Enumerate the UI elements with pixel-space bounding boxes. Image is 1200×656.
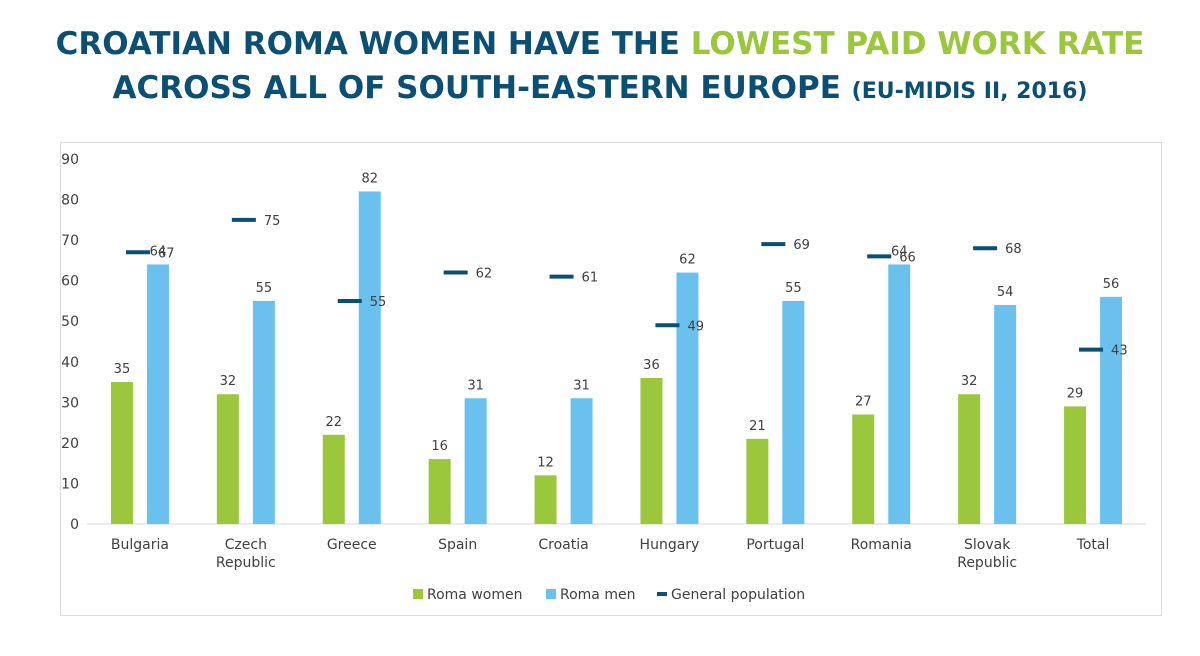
- data-label-roma-women: 35: [114, 362, 131, 377]
- bar-roma-men: [570, 398, 593, 524]
- data-label-roma-men: 64: [891, 244, 908, 259]
- bar-roma-men: [146, 264, 169, 524]
- x-category-label: Portugal: [746, 537, 804, 553]
- data-label-roma-men: 62: [679, 253, 696, 268]
- y-tick-label: 40: [61, 355, 79, 371]
- bar-roma-women: [958, 394, 981, 524]
- legend-swatch: [546, 589, 556, 599]
- bar-roma-women: [1064, 406, 1087, 524]
- chart-area: 0 10 20 30 40 50 60 70 80 90 35 64 67 Bulgaria 32 55 75 C…: [60, 142, 1162, 616]
- data-label-roma-men: 54: [997, 285, 1014, 300]
- data-label-roma-men: 64: [150, 244, 167, 259]
- data-label-roma-women: 16: [431, 439, 448, 454]
- data-label-roma-men: 55: [785, 281, 802, 296]
- data-label-roma-women: 32: [220, 374, 237, 389]
- x-category-label: Bulgaria: [111, 537, 169, 553]
- y-tick-label: 0: [70, 517, 79, 533]
- data-label-roma-women: 27: [855, 395, 872, 410]
- x-category-label: Croatia: [538, 537, 588, 553]
- bar-roma-women: [216, 394, 239, 524]
- data-label-general-population: 55: [370, 295, 387, 310]
- x-category-label: Slovak Republic: [957, 537, 1017, 571]
- legend-swatch: [413, 589, 423, 599]
- data-label-roma-men: 31: [573, 378, 590, 393]
- bar-chart: 0102030405060708090356467Bulgaria325575C…: [61, 152, 1146, 603]
- bar-roma-men: [888, 264, 911, 524]
- legend-label: Roma women: [427, 587, 522, 603]
- title-line-2: ACROSS ALL OF SOUTH-EASTERN EUROPE (EU-M…: [0, 70, 1200, 106]
- bar-roma-men: [994, 305, 1017, 524]
- y-tick-label: 50: [61, 314, 79, 330]
- bar-roma-men: [358, 191, 381, 524]
- data-label-general-population: 69: [793, 238, 810, 253]
- data-label-general-population: 67: [158, 246, 175, 261]
- legend-label: Roma men: [560, 587, 635, 603]
- title-prefix: CROATIAN ROMA WOMEN HAVE THE: [55, 26, 691, 62]
- data-label-roma-men: 82: [361, 171, 378, 186]
- data-label-roma-women: 22: [325, 415, 342, 430]
- data-label-general-population: 75: [264, 214, 281, 229]
- bar-roma-men: [782, 300, 805, 524]
- x-category-label: Hungary: [640, 537, 700, 553]
- data-label-roma-men: 56: [1103, 277, 1120, 292]
- data-label-roma-men: 31: [467, 378, 484, 393]
- data-label-general-population: 68: [1005, 242, 1022, 257]
- data-label-roma-women: 12: [537, 455, 554, 470]
- data-label-roma-women: 36: [643, 358, 660, 373]
- bar-roma-women: [746, 438, 769, 524]
- x-category-label: Total: [1076, 537, 1110, 553]
- bar-roma-women: [110, 382, 133, 524]
- bar-roma-women: [852, 414, 875, 524]
- bar-roma-women: [428, 459, 451, 524]
- bar-roma-women: [534, 475, 557, 524]
- x-category-label: Spain: [438, 537, 477, 553]
- bar-roma-women: [322, 434, 345, 524]
- y-tick-label: 10: [61, 476, 79, 492]
- title-source: (EU-MIDIS II, 2016): [851, 79, 1088, 104]
- data-label-general-population: 62: [476, 267, 493, 282]
- bar-roma-men: [676, 272, 699, 524]
- y-tick-label: 80: [61, 193, 79, 209]
- data-label-general-population: 61: [582, 271, 599, 286]
- data-label-general-population: 43: [1111, 344, 1128, 359]
- y-tick-label: 30: [61, 395, 79, 411]
- title-line-1: CROATIAN ROMA WOMEN HAVE THE LOWEST PAID…: [0, 26, 1200, 62]
- bar-roma-women: [640, 378, 663, 524]
- x-category-label: Czech Republic: [216, 537, 276, 571]
- title-main: ACROSS ALL OF SOUTH-EASTERN EUROPE: [112, 70, 852, 106]
- bar-roma-men: [252, 300, 275, 524]
- data-label-general-population: 66: [899, 250, 916, 265]
- y-tick-label: 60: [61, 274, 79, 290]
- data-label-roma-women: 29: [1067, 386, 1084, 401]
- data-label-general-population: 49: [687, 319, 704, 334]
- x-category-label: Romania: [851, 537, 912, 553]
- bar-roma-men: [464, 398, 487, 524]
- legend-label: General population: [671, 587, 805, 603]
- bar-roma-men: [1100, 296, 1123, 524]
- data-label-roma-women: 21: [749, 419, 766, 434]
- x-category-label: Greece: [327, 537, 377, 553]
- y-tick-label: 20: [61, 436, 79, 452]
- title-highlight: LOWEST PAID WORK RATE: [690, 26, 1145, 62]
- y-tick-label: 90: [61, 152, 79, 168]
- data-label-roma-men: 55: [256, 281, 273, 296]
- data-label-roma-women: 32: [961, 374, 978, 389]
- y-tick-label: 70: [61, 233, 79, 249]
